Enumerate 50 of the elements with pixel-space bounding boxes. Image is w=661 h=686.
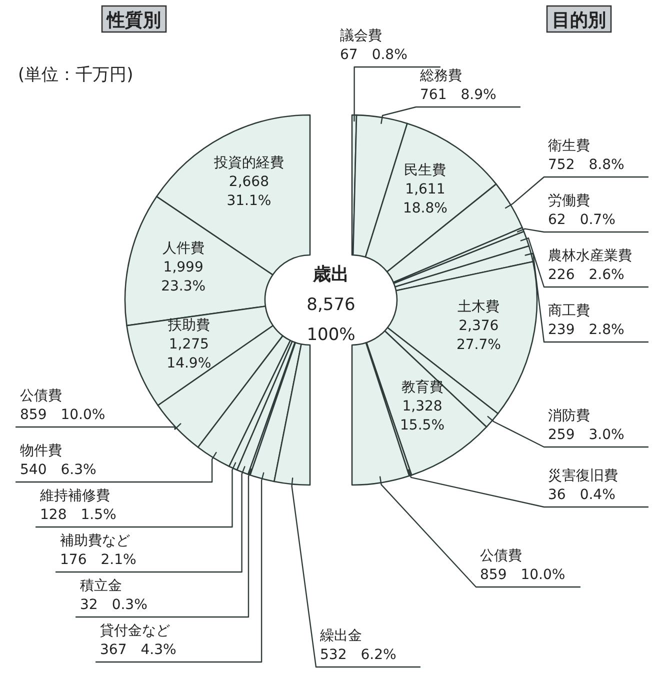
slice-label: 物件費 bbox=[20, 443, 62, 459]
data-label: 532 6.2% bbox=[320, 647, 396, 663]
data-label: 761 8.9% bbox=[420, 87, 496, 103]
slice-label: 民生費 bbox=[404, 162, 446, 179]
slice-label: 積立金 bbox=[80, 578, 122, 594]
data-label: 1,275 14.9% bbox=[166, 336, 212, 372]
data-label: 752 8.8% bbox=[548, 157, 624, 173]
data-label: 67 0.8% bbox=[340, 47, 408, 63]
slice-label: 繰出金 bbox=[319, 628, 362, 644]
slice-label: 労働費 bbox=[548, 193, 590, 209]
data-label: 259 3.0% bbox=[548, 427, 624, 443]
data-label: 176 2.1% bbox=[60, 552, 136, 568]
data-label: 36 0.4% bbox=[548, 487, 616, 503]
slice-label: 貸付金など bbox=[100, 623, 170, 639]
slice-label: 衛生費 bbox=[548, 138, 590, 154]
slice-label: 扶助費 bbox=[166, 317, 210, 334]
slice-label: 総務費 bbox=[419, 68, 462, 84]
data-label: 62 0.7% bbox=[548, 212, 616, 228]
slice-label: 投資的経費 bbox=[212, 155, 284, 172]
slice-label: 議会費 bbox=[340, 28, 382, 44]
slice-label: 人件費 bbox=[162, 240, 204, 257]
slice-label: 公債費 bbox=[20, 388, 62, 404]
text: 8,576 bbox=[306, 295, 356, 315]
slice-label: 教育費 bbox=[401, 378, 444, 396]
slice-label: 公債費 bbox=[480, 548, 522, 564]
chart-title: 性質別 bbox=[106, 10, 161, 31]
text: 歳出 bbox=[312, 264, 349, 285]
chart-title: 目的別 bbox=[552, 10, 606, 31]
data-label: 1,999 23.3% bbox=[161, 260, 206, 295]
slice-label: 消防費 bbox=[548, 408, 590, 424]
data-label: 859 10.0% bbox=[20, 407, 106, 423]
slice-label: 維持補修費 bbox=[39, 488, 110, 504]
data-label: 367 4.3% bbox=[100, 642, 176, 658]
data-label: 32 0.3% bbox=[80, 597, 148, 613]
data-label: 1,328 15.5% bbox=[400, 398, 445, 434]
slice-label: 農林水産業費 bbox=[548, 248, 632, 264]
chart-subtitle: (単位：千万円) bbox=[18, 65, 134, 85]
text: 100% bbox=[306, 325, 356, 345]
slice-label: 土木費 bbox=[458, 299, 500, 316]
data-label: 540 6.3% bbox=[20, 462, 96, 478]
data-label: 859 10.0% bbox=[480, 567, 566, 583]
data-label: 226 2.6% bbox=[548, 267, 624, 283]
data-label: 1,611 18.8% bbox=[402, 182, 448, 217]
slice-label: 商工費 bbox=[548, 303, 590, 319]
slice-label: 補助費など bbox=[60, 533, 130, 549]
data-label: 2,376 27.7% bbox=[456, 318, 501, 354]
slice-label: 災害復旧費 bbox=[548, 468, 618, 484]
data-label: 239 2.8% bbox=[548, 322, 624, 338]
data-label: 128 1.5% bbox=[40, 507, 116, 523]
data-label: 2,668 31.1% bbox=[226, 174, 272, 210]
